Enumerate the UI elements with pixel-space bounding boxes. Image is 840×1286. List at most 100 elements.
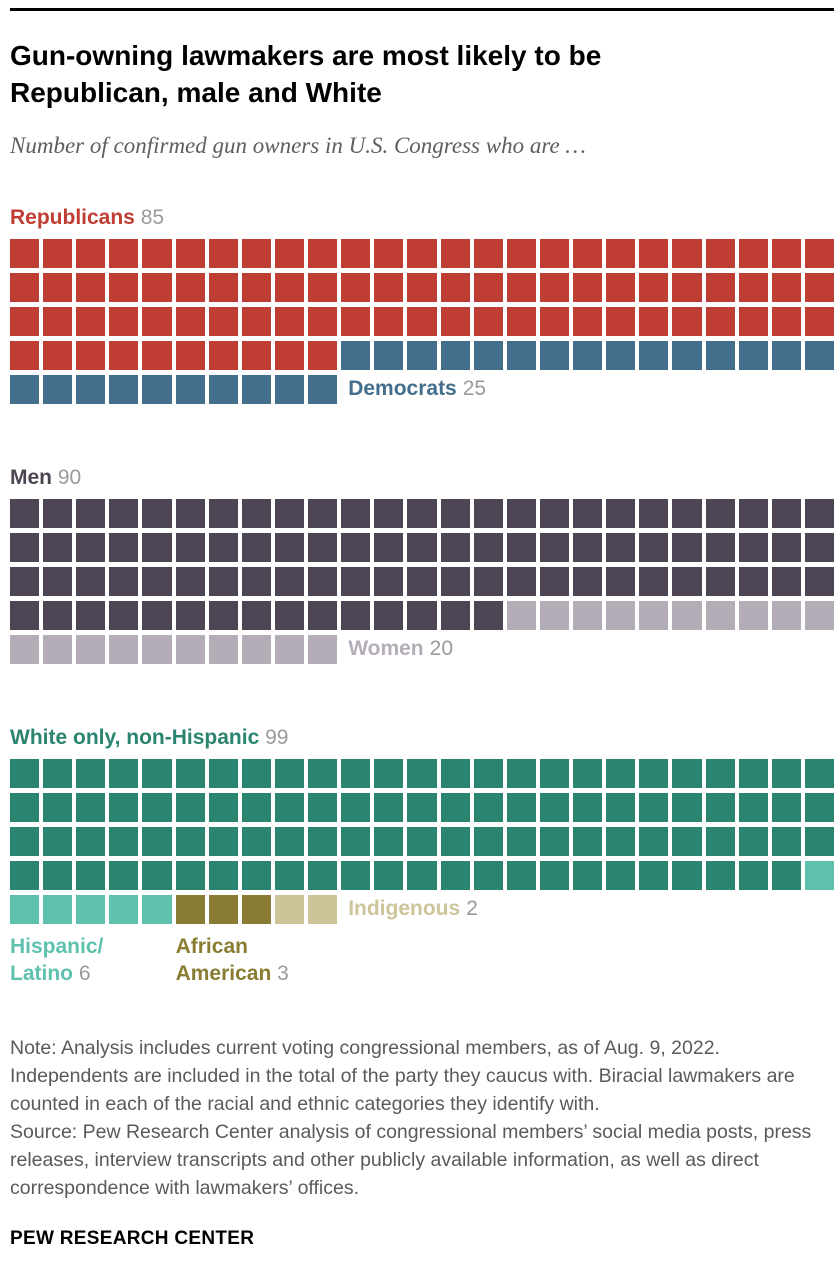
waffle-cell-republicans [738, 272, 768, 302]
waffle-cell-white-only-non-hispanic [639, 826, 669, 856]
waffle-cell-men [374, 532, 404, 562]
waffle-cell-white-only-non-hispanic [573, 758, 603, 788]
waffle-cell-women [43, 634, 73, 664]
chart-gender: Men 90 Women 20 [10, 466, 834, 664]
waffle-cell-white-only-non-hispanic [771, 826, 801, 856]
waffle-cell-democrats [308, 374, 338, 404]
waffle-cell-democrats [440, 340, 470, 370]
waffle-cell-men [539, 498, 570, 528]
waffle-cell-men [606, 566, 636, 596]
waffle-cell-white-only-non-hispanic [738, 758, 768, 788]
waffle-cell-democrats [506, 340, 536, 370]
waffle-cell-men [804, 498, 834, 528]
waffle-cell-white-only-non-hispanic [43, 826, 73, 856]
waffle-cell-white-only-non-hispanic [606, 758, 636, 788]
waffle-cell-women [208, 634, 238, 664]
waffle-cell-hispanic-latino [43, 894, 73, 924]
waffle-cell-white-only-non-hispanic [539, 758, 570, 788]
waffle-cell-men [175, 498, 205, 528]
chart-party: Republicans 85 Democrats 25 [10, 206, 834, 404]
waffle-cell-women [771, 600, 801, 630]
waffle-cell-men [175, 566, 205, 596]
waffle-cell-republicans [76, 306, 106, 336]
waffle-cell-white-only-non-hispanic [440, 826, 470, 856]
waffle-cell-white-only-non-hispanic [109, 792, 139, 822]
waffle-cell-men [606, 498, 636, 528]
waffle-cell-men [639, 566, 669, 596]
republicans-label: Republicans 85 [10, 206, 834, 230]
men-label: Men 90 [10, 466, 834, 490]
waffle-cell-white-only-non-hispanic [539, 826, 570, 856]
waffle-cell-men [43, 600, 73, 630]
waffle-cell-white-only-non-hispanic [374, 860, 404, 890]
waffle-cell-democrats [639, 340, 669, 370]
waffle-cell-white-only-non-hispanic [76, 758, 106, 788]
source-text: Source: Pew Research Center analysis of … [10, 1120, 812, 1200]
waffle-cell-republicans [109, 306, 139, 336]
waffle-cell-men [374, 600, 404, 630]
waffle-cell-white-only-non-hispanic [10, 792, 40, 822]
waffle-party: Democrats 25 [10, 238, 834, 404]
footer-brand: PEW RESEARCH CENTER [10, 1228, 255, 1250]
waffle-cell-white-only-non-hispanic [241, 826, 271, 856]
waffle-cell-white-only-non-hispanic [573, 826, 603, 856]
waffle-cell-men [506, 532, 536, 562]
waffle-cell-white-only-non-hispanic [308, 758, 338, 788]
waffle-cell-republicans [341, 238, 371, 268]
waffle-cell-white-only-non-hispanic [672, 860, 702, 890]
waffle-cell-white-only-non-hispanic [506, 758, 536, 788]
waffle-cell-white-only-non-hispanic [10, 860, 40, 890]
waffle-cell-republicans [43, 306, 73, 336]
waffle-cell-white-only-non-hispanic [738, 860, 768, 890]
waffle-cell-white-only-non-hispanic [804, 758, 834, 788]
waffle-cell-republicans [10, 306, 40, 336]
waffle-cell-white-only-non-hispanic [142, 826, 172, 856]
waffle-cell-women [539, 600, 570, 630]
waffle-cell-hispanic-latino [76, 894, 106, 924]
waffle-cell-women [573, 600, 603, 630]
waffle-cell-women [241, 634, 271, 664]
waffle-cell-men [539, 566, 570, 596]
waffle-cell-men [573, 498, 603, 528]
waffle-cell-men [109, 498, 139, 528]
waffle-cell-republicans [175, 272, 205, 302]
waffle-cell-democrats [175, 374, 205, 404]
waffle-cell-men [208, 498, 238, 528]
waffle-cell-republicans [142, 238, 172, 268]
waffle-cell-republicans [274, 272, 305, 302]
waffle-cell-men [10, 532, 40, 562]
waffle-cell-men [208, 600, 238, 630]
women-label-text: Women [348, 637, 424, 661]
waffle-cell-democrats [142, 374, 172, 404]
waffle-cell-republicans [109, 340, 139, 370]
waffle-cell-women [672, 600, 702, 630]
democrats-label-text: Democrats [348, 377, 457, 401]
waffle-cell-white-only-non-hispanic [208, 826, 238, 856]
waffle-cell-republicans [43, 272, 73, 302]
waffle-cell-men [308, 498, 338, 528]
waffle-cell-men [241, 566, 271, 596]
waffle-cell-men [308, 600, 338, 630]
waffle-cell-republicans [539, 238, 570, 268]
waffle-cell-white-only-non-hispanic [308, 860, 338, 890]
waffle-cell-republicans [76, 340, 106, 370]
waffle-cell-white-only-non-hispanic [606, 792, 636, 822]
waffle-cell-white-only-non-hispanic [539, 792, 570, 822]
waffle-cell-white-only-non-hispanic [175, 860, 205, 890]
waffle-cell-republicans [308, 238, 338, 268]
waffle-cell-republicans [241, 340, 271, 370]
waffle-cell-white-only-non-hispanic [705, 860, 735, 890]
race-bottom-labels: Hispanic/Latino 6 African American 3 [10, 934, 834, 988]
waffle-cell-white-only-non-hispanic [241, 792, 271, 822]
waffle-cell-women [804, 600, 834, 630]
waffle-cell-white-only-non-hispanic [705, 758, 735, 788]
waffle-cell-republicans [506, 306, 536, 336]
waffle-cell-men [573, 566, 603, 596]
waffle-cell-democrats [76, 374, 106, 404]
waffle-cell-republicans [705, 272, 735, 302]
waffle-cell-men [10, 566, 40, 596]
waffle-cell-republicans [804, 272, 834, 302]
waffle-cell-men [738, 498, 768, 528]
waffle-cell-hispanic-latino [10, 894, 40, 924]
waffle-cell-men [705, 566, 735, 596]
